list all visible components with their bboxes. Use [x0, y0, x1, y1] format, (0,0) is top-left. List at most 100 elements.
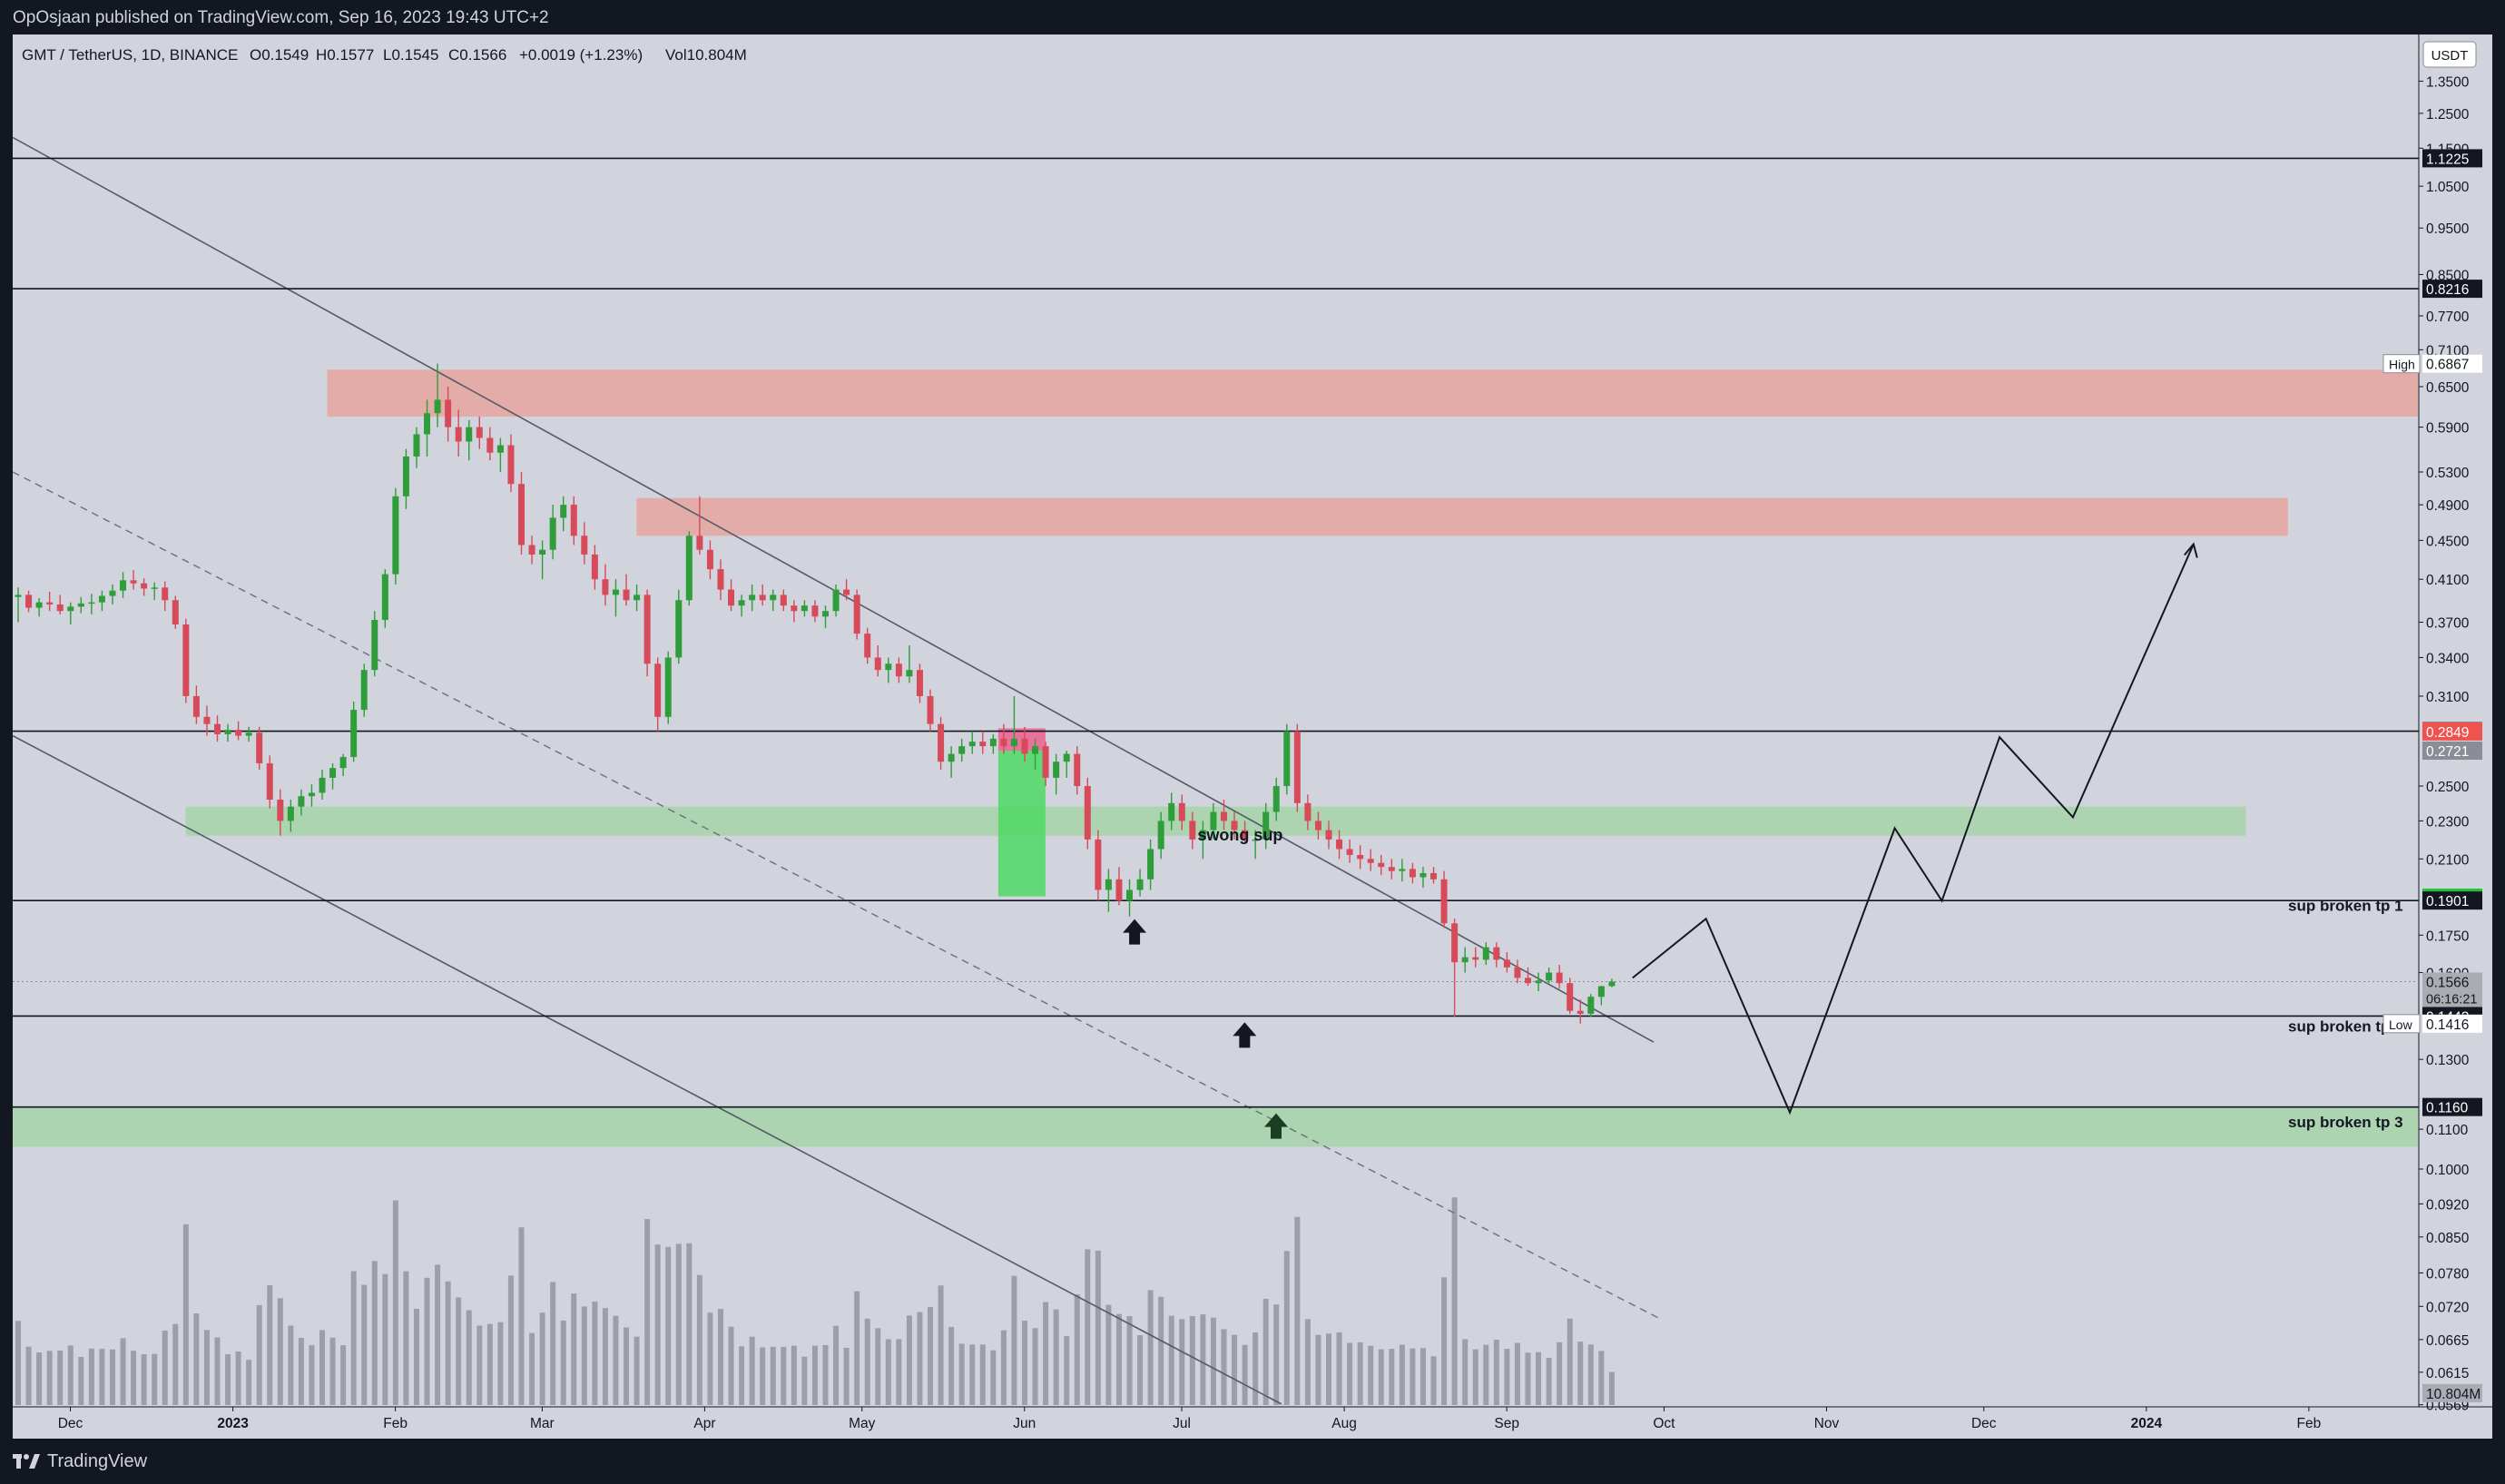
candle-body	[1336, 839, 1343, 850]
ohlc-high: H0.1577	[316, 46, 374, 64]
volume-bar	[288, 1325, 294, 1405]
up-arrow-icon	[1123, 919, 1147, 945]
candle-body	[1461, 957, 1469, 963]
volume-bar	[938, 1285, 944, 1405]
volume-bar	[1587, 1344, 1594, 1405]
candle-body	[1168, 802, 1175, 821]
candle-body	[539, 549, 546, 555]
price-label-text: 1.1225	[2426, 152, 2469, 167]
candle-body	[277, 800, 284, 821]
candle-body	[801, 605, 808, 612]
candle-body	[371, 620, 378, 671]
candle-body	[1608, 981, 1616, 987]
y-tick-label: 0.1100	[2426, 1123, 2469, 1138]
volume-bar	[791, 1345, 797, 1405]
volume-bar	[592, 1302, 598, 1405]
volume-bar	[214, 1337, 221, 1405]
candle-body	[172, 600, 179, 624]
zone-0[interactable]	[327, 369, 2418, 418]
x-tick-label: Dec	[1971, 1416, 1997, 1431]
candle-body	[1503, 959, 1510, 968]
volume-bar	[770, 1346, 776, 1405]
candle-body	[1231, 821, 1238, 830]
candle-body	[224, 730, 231, 734]
y-tick-label: 0.2300	[2426, 814, 2470, 830]
zone-1[interactable]	[636, 497, 2288, 536]
candle-body	[1053, 762, 1060, 778]
candle-body	[822, 611, 830, 617]
price-label	[2422, 149, 2482, 168]
zone-3[interactable]	[13, 1106, 2418, 1147]
volume-bar	[109, 1349, 115, 1405]
volume-bar	[1000, 1330, 1007, 1405]
volume-bar	[329, 1337, 336, 1405]
candle-body	[1042, 746, 1049, 778]
candle-body	[235, 730, 242, 736]
volume-bar	[896, 1339, 902, 1405]
zone-5[interactable]	[997, 751, 1046, 897]
volume-bar	[78, 1356, 84, 1405]
y-tick-label: 0.2500	[2426, 780, 2470, 795]
candle-body	[968, 742, 976, 747]
volume-bar	[1577, 1341, 1584, 1405]
y-tick-label: 0.3700	[2426, 615, 2470, 631]
volume-bar	[1389, 1349, 1395, 1405]
price-label-text: 10.804M	[2426, 1387, 2480, 1402]
volume-bar	[445, 1281, 451, 1405]
candle-body	[339, 757, 347, 769]
volume-bar	[539, 1312, 545, 1405]
candle-body	[308, 792, 315, 797]
candle-body	[1074, 753, 1081, 787]
volume-bar	[256, 1304, 262, 1405]
x-tick-label: Apr	[693, 1416, 715, 1431]
candle-body	[1010, 738, 1017, 747]
candle-body	[141, 583, 148, 589]
publisher-line: OpOsjaan published on TradingView.com, S…	[13, 8, 549, 27]
price-label-tag-text: High	[2389, 358, 2415, 372]
candle-body	[1063, 753, 1070, 762]
y-tick-label: 0.4100	[2426, 573, 2470, 588]
candle-body	[413, 434, 420, 457]
projection-path[interactable]	[1632, 544, 2195, 1115]
price-label-tag	[2382, 354, 2421, 374]
price-label	[2422, 1014, 2482, 1033]
candle-body	[528, 545, 535, 555]
volume-bar	[131, 1351, 137, 1405]
volume-bar	[319, 1330, 326, 1405]
channel-lower-line[interactable]	[12, 734, 1282, 1405]
price-label-text: 0.1416	[2426, 1017, 2469, 1033]
volume-bar	[392, 1200, 398, 1405]
currency-button[interactable]	[2422, 41, 2477, 68]
volume-bar	[1064, 1335, 1070, 1405]
y-tick-label: 0.3400	[2426, 651, 2470, 666]
candle-body	[1514, 967, 1521, 978]
volume-bar	[801, 1356, 808, 1405]
volume-bar	[1283, 1251, 1290, 1405]
price-label	[2422, 972, 2482, 991]
price-chart[interactable]: swong sup sup broken tp 1 sup broken tp 2 s…	[12, 34, 2492, 1439]
chart-area[interactable]: swong sup sup broken tp 1 sup broken tp 2 s…	[12, 34, 2492, 1439]
volume-bar	[225, 1353, 231, 1405]
y-tick-label: 0.4500	[2426, 534, 2470, 549]
volume-bar	[267, 1285, 273, 1405]
channel-mid-line[interactable]	[12, 471, 1659, 1319]
tradingview-logo[interactable]: TradingView	[13, 1451, 147, 1472]
volume-bar	[1043, 1302, 1049, 1405]
candle-body	[927, 695, 934, 724]
candle-body	[424, 413, 431, 435]
volume-bar	[246, 1360, 252, 1405]
candle-body	[434, 399, 441, 414]
candle-body	[916, 670, 923, 696]
annotation-tp1: sup broken tp 1	[2288, 897, 2403, 914]
volume-bar	[1493, 1340, 1499, 1405]
candle-body	[445, 399, 452, 428]
x-tick-label: Feb	[2297, 1416, 2322, 1431]
price-label-text: 0.1160	[2426, 1101, 2469, 1116]
volume-bar	[550, 1282, 556, 1405]
candle-body	[1304, 802, 1311, 821]
annotation-tp2: sup broken tp 2	[2288, 1017, 2403, 1035]
candle-body	[1451, 923, 1459, 963]
candle-body	[780, 595, 787, 606]
y-tick-label: 0.3100	[2426, 690, 2470, 705]
volume-bar	[728, 1326, 734, 1405]
